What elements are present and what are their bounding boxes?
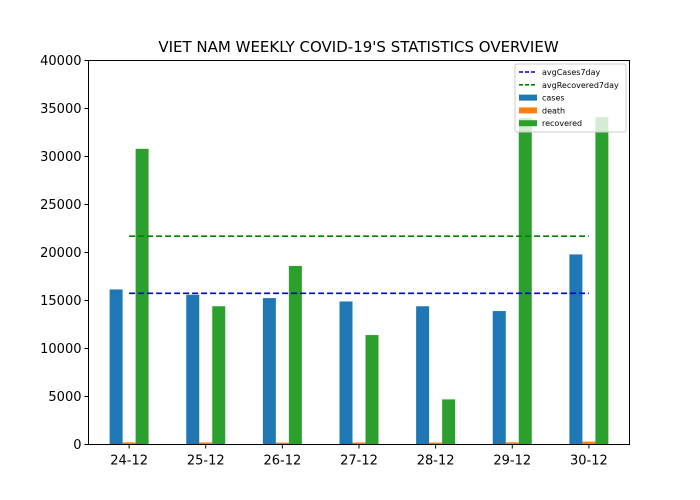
bar-recovered-27-12 <box>365 335 379 445</box>
y-tick-label-0: 0 <box>73 438 81 453</box>
bar-death-30-12 <box>582 441 596 445</box>
bar-recovered-24-12 <box>135 148 149 445</box>
bar-death-27-12 <box>352 442 366 445</box>
y-tick-label-10000: 10000 <box>40 342 81 357</box>
bar-recovered-25-12 <box>212 306 226 445</box>
bar-cases-26-12 <box>262 298 276 445</box>
y-tick-label-5000: 5000 <box>48 390 81 405</box>
legend-key-cases <box>519 94 537 101</box>
bar-death-29-12 <box>505 442 519 445</box>
bar-cases-28-12 <box>416 306 430 445</box>
plot-area <box>109 117 609 445</box>
bar-death-25-12 <box>199 442 213 445</box>
x-tick-label-27-12: 27-12 <box>340 454 378 469</box>
bar-recovered-30-12 <box>595 117 609 445</box>
bar-cases-25-12 <box>186 294 200 445</box>
chart-title: VIET NAM WEEKLY COVID-19'S STATISTICS OV… <box>158 38 558 56</box>
x-tick-label-28-12: 28-12 <box>417 454 455 469</box>
bar-recovered-29-12 <box>518 118 532 445</box>
legend-box <box>514 63 627 133</box>
legend-key-recovered <box>519 120 537 127</box>
bar-cases-24-12 <box>109 289 123 445</box>
y-tick-label-40000: 40000 <box>40 54 81 69</box>
y-tick-label-25000: 25000 <box>40 198 81 213</box>
axes: 0 5000 10000 15000 20000 25000 30000 35000 40000… <box>40 54 608 469</box>
y-tick-label-30000: 30000 <box>40 150 81 165</box>
legend-label-cases: cases <box>542 94 565 103</box>
bar-cases-29-12 <box>492 311 506 445</box>
x-tick-label-30-12: 30-12 <box>570 454 608 469</box>
legend-label-death: death <box>542 106 565 115</box>
bar-cases-27-12 <box>339 301 353 445</box>
legend-label-avgRecovered7day: avgRecovered7day <box>542 81 619 90</box>
y-tick-label-20000: 20000 <box>40 246 81 261</box>
legend: avgCases7day avgRecovered7day cases death re… <box>514 63 627 133</box>
x-tick-label-24-12: 24-12 <box>110 454 148 469</box>
bar-death-26-12 <box>275 442 289 445</box>
legend-label-recovered: recovered <box>542 119 582 128</box>
y-tick-label-15000: 15000 <box>40 294 81 309</box>
legend-label-avgCases7day: avgCases7day <box>542 68 601 77</box>
bar-recovered-28-12 <box>442 399 456 445</box>
x-tick-label-29-12: 29-12 <box>493 454 531 469</box>
legend-key-death <box>519 107 537 114</box>
bar-death-24-12 <box>122 442 136 445</box>
bar-recovered-26-12 <box>288 265 302 445</box>
bar-death-28-12 <box>429 442 443 445</box>
bar-cases-30-12 <box>569 254 583 445</box>
x-tick-label-25-12: 25-12 <box>187 454 225 469</box>
x-tick-label-26-12: 26-12 <box>263 454 301 469</box>
y-tick-label-35000: 35000 <box>40 102 81 117</box>
